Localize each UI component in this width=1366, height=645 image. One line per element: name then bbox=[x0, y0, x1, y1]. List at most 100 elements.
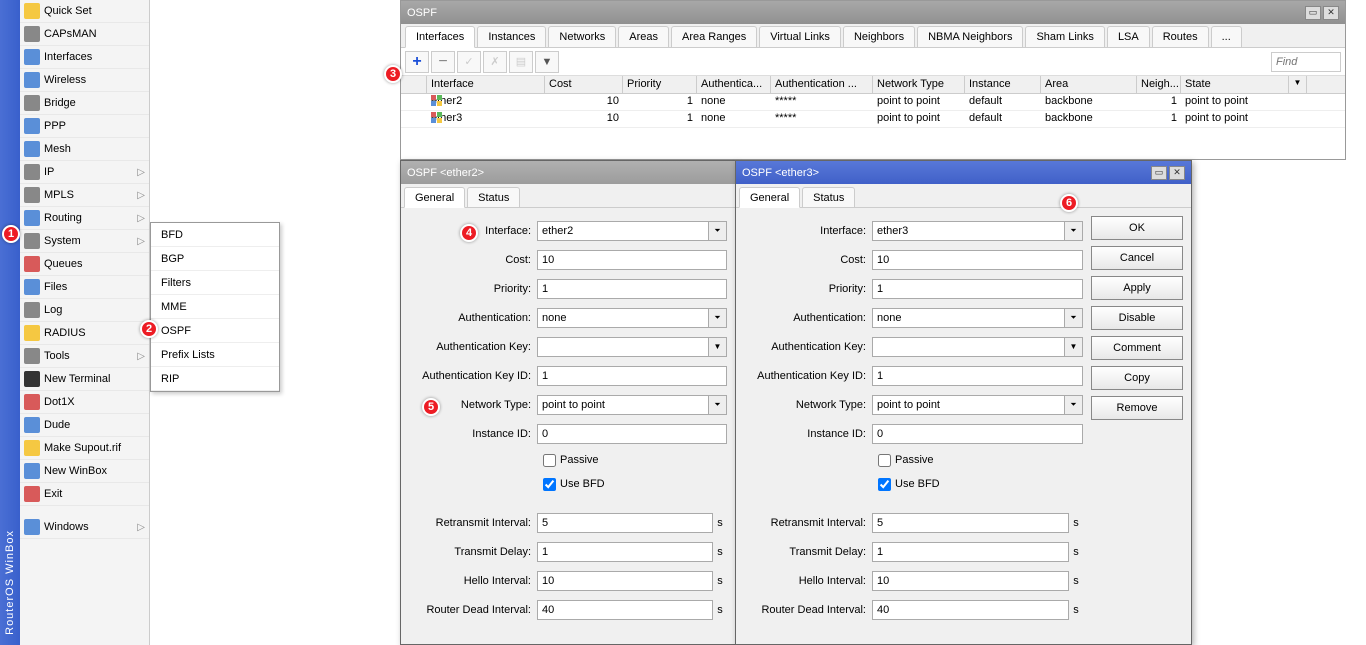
tab-instances[interactable]: Instances bbox=[477, 26, 546, 47]
sidebar-item-wireless[interactable]: Wireless bbox=[20, 69, 149, 92]
sidebar-item-dude[interactable]: Dude bbox=[20, 414, 149, 437]
sidebar-item-bridge[interactable]: Bridge bbox=[20, 92, 149, 115]
sidebar-item-capsman[interactable]: CAPsMAN bbox=[20, 23, 149, 46]
input-interface[interactable] bbox=[872, 221, 1065, 241]
tab-networks[interactable]: Networks bbox=[548, 26, 616, 47]
column-header[interactable]: Cost bbox=[545, 76, 623, 93]
column-header[interactable] bbox=[401, 76, 427, 93]
sidebar-item-new-terminal[interactable]: New Terminal bbox=[20, 368, 149, 391]
submenu-item-prefix-lists[interactable]: Prefix Lists bbox=[151, 343, 279, 367]
input-ntype[interactable] bbox=[537, 395, 709, 415]
checkbox-passive[interactable] bbox=[543, 454, 556, 467]
input-hello[interactable] bbox=[537, 571, 713, 591]
sidebar-item-interfaces[interactable]: Interfaces bbox=[20, 46, 149, 69]
tab-interfaces[interactable]: Interfaces bbox=[405, 26, 475, 48]
input-retransmit[interactable] bbox=[872, 513, 1069, 533]
input-ntype[interactable] bbox=[872, 395, 1065, 415]
tab-status[interactable]: Status bbox=[802, 187, 855, 207]
sidebar-item-mpls[interactable]: MPLS▷ bbox=[20, 184, 149, 207]
tab-areas[interactable]: Areas bbox=[618, 26, 669, 47]
sidebar-item-dot1x[interactable]: Dot1X bbox=[20, 391, 149, 414]
comment-button[interactable]: ▤ bbox=[509, 51, 533, 73]
submenu-item-bgp[interactable]: BGP bbox=[151, 247, 279, 271]
comment-button[interactable]: Comment bbox=[1091, 336, 1183, 360]
close-button[interactable]: ✕ bbox=[1323, 6, 1339, 20]
input-hello[interactable] bbox=[872, 571, 1069, 591]
sidebar-item-queues[interactable]: Queues bbox=[20, 253, 149, 276]
remove-button[interactable]: Remove bbox=[1091, 396, 1183, 420]
input-priority[interactable] bbox=[872, 279, 1083, 299]
sidebar-item-make-supout-rif[interactable]: Make Supout.rif bbox=[20, 437, 149, 460]
cancel-button[interactable]: Cancel bbox=[1091, 246, 1183, 270]
enable-button[interactable]: ✓ bbox=[457, 51, 481, 73]
column-header[interactable]: Instance bbox=[965, 76, 1041, 93]
checkbox-usebfd[interactable] bbox=[878, 478, 891, 491]
input-priority[interactable] bbox=[537, 279, 727, 299]
sidebar-item-files[interactable]: Files bbox=[20, 276, 149, 299]
expand-btn[interactable]: ▼ bbox=[709, 337, 727, 357]
minimize-button[interactable]: ▭ bbox=[1305, 6, 1321, 20]
remove-button[interactable]: − bbox=[431, 51, 455, 73]
dropdown-btn[interactable]: ⏷ bbox=[1065, 395, 1083, 415]
tab-area-ranges[interactable]: Area Ranges bbox=[671, 26, 757, 47]
input-dead[interactable] bbox=[537, 600, 713, 620]
submenu-item-ospf[interactable]: OSPF bbox=[151, 319, 279, 343]
column-header[interactable]: Neigh... bbox=[1137, 76, 1181, 93]
input-interface[interactable] bbox=[537, 221, 709, 241]
sidebar-item-mesh[interactable]: Mesh bbox=[20, 138, 149, 161]
copy-button[interactable]: Copy bbox=[1091, 366, 1183, 390]
tab-routes[interactable]: Routes bbox=[1152, 26, 1209, 47]
column-header[interactable]: Area bbox=[1041, 76, 1137, 93]
dropdown-btn[interactable]: ⏷ bbox=[1065, 308, 1083, 328]
tab-neighbors[interactable]: Neighbors bbox=[843, 26, 915, 47]
dropdown-btn[interactable]: ⏷ bbox=[1065, 221, 1083, 241]
find-input[interactable] bbox=[1271, 52, 1341, 72]
submenu-item-filters[interactable]: Filters bbox=[151, 271, 279, 295]
column-header[interactable]: Authentication ... bbox=[771, 76, 873, 93]
ok-button[interactable]: OK bbox=[1091, 216, 1183, 240]
dropdown-btn[interactable]: ⏷ bbox=[709, 308, 727, 328]
input-authkeyid[interactable] bbox=[872, 366, 1083, 386]
input-instid[interactable] bbox=[537, 424, 727, 444]
column-header[interactable]: Authentica... bbox=[697, 76, 771, 93]
checkbox-usebfd[interactable] bbox=[543, 478, 556, 491]
input-cost[interactable] bbox=[537, 250, 727, 270]
checkbox-passive[interactable] bbox=[878, 454, 891, 467]
tab-lsa[interactable]: LSA bbox=[1107, 26, 1150, 47]
input-authkey[interactable] bbox=[537, 337, 709, 357]
dropdown-btn[interactable]: ⏷ bbox=[709, 395, 727, 415]
disable-button[interactable]: Disable bbox=[1091, 306, 1183, 330]
tab-general[interactable]: General bbox=[739, 187, 800, 208]
input-txdelay[interactable] bbox=[537, 542, 713, 562]
input-authkeyid[interactable] bbox=[537, 366, 727, 386]
input-txdelay[interactable] bbox=[872, 542, 1069, 562]
sidebar-item-tools[interactable]: Tools▷ bbox=[20, 345, 149, 368]
dropdown-btn[interactable]: ⏷ bbox=[709, 221, 727, 241]
column-header[interactable]: Interface bbox=[427, 76, 545, 93]
filter-button[interactable]: ▼ bbox=[535, 51, 559, 73]
sidebar-item-ppp[interactable]: PPP bbox=[20, 115, 149, 138]
input-instid[interactable] bbox=[872, 424, 1083, 444]
sidebar-item-log[interactable]: Log bbox=[20, 299, 149, 322]
input-dead[interactable] bbox=[872, 600, 1069, 620]
apply-button[interactable]: Apply bbox=[1091, 276, 1183, 300]
tab-nbma-neighbors[interactable]: NBMA Neighbors bbox=[917, 26, 1023, 47]
tab-virtual-links[interactable]: Virtual Links bbox=[759, 26, 841, 47]
column-menu-button[interactable]: ▼ bbox=[1289, 76, 1307, 93]
tab-general[interactable]: General bbox=[404, 187, 465, 208]
close-button[interactable]: ✕ bbox=[1169, 166, 1185, 180]
tab-status[interactable]: Status bbox=[467, 187, 520, 207]
tab--[interactable]: ... bbox=[1211, 26, 1242, 47]
column-header[interactable]: Priority bbox=[623, 76, 697, 93]
sidebar-item-exit[interactable]: Exit bbox=[20, 483, 149, 506]
column-header[interactable]: State bbox=[1181, 76, 1289, 93]
column-header[interactable]: Network Type bbox=[873, 76, 965, 93]
add-button[interactable]: + bbox=[405, 51, 429, 73]
sidebar-item-new-winbox[interactable]: New WinBox bbox=[20, 460, 149, 483]
sidebar-item-quick-set[interactable]: Quick Set bbox=[20, 0, 149, 23]
expand-btn[interactable]: ▼ bbox=[1065, 337, 1083, 357]
submenu-item-mme[interactable]: MME bbox=[151, 295, 279, 319]
sidebar-item-routing[interactable]: Routing▷ bbox=[20, 207, 149, 230]
input-cost[interactable] bbox=[872, 250, 1083, 270]
disable-button[interactable]: ✗ bbox=[483, 51, 507, 73]
